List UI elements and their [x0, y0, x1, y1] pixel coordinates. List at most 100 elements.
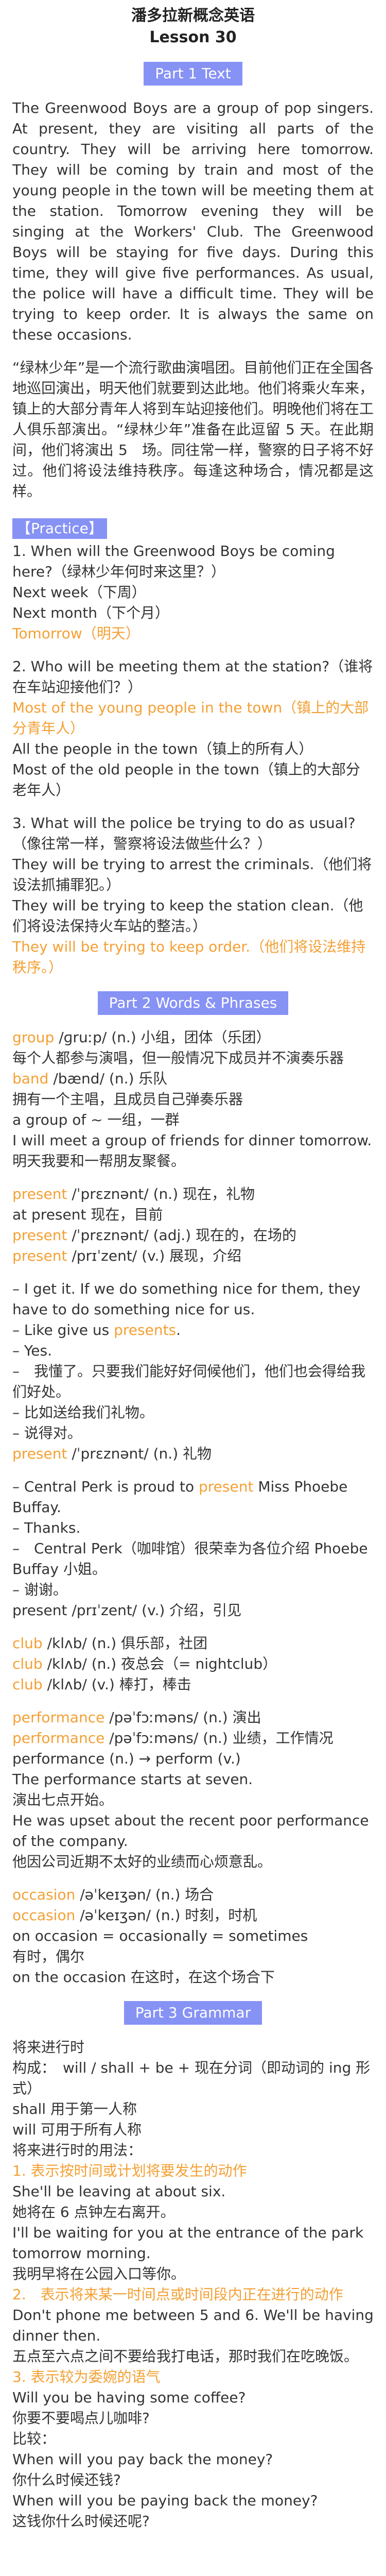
- highlighted-line: 2. 表示将来某一时间点或时间段内正在进行的动作: [12, 2286, 343, 2303]
- text-segment: /əˈkeɪʒən/ (n.) 场合: [75, 1886, 214, 1903]
- text-line: 2. Who will be meeting them at the stati…: [12, 658, 373, 696]
- text-line: present /prɪˈzent/ (v.) 介绍，引见: [12, 1602, 242, 1619]
- section-heading: Part 2 Words & Phrases: [12, 991, 374, 1015]
- text-line: They will be trying to keep the station …: [12, 897, 363, 935]
- practice-tag: 【Practice】: [12, 518, 107, 539]
- text-line: The performance starts at seven.: [12, 1771, 253, 1788]
- text-line: present /ˈprɛznənt/ (n.) 礼物: [12, 1444, 374, 1464]
- highlighted-line: Most of the young people in the town（镇上的…: [12, 699, 369, 737]
- text-line: a group of ~ 一组，一群: [12, 1111, 180, 1128]
- text-line: occasion /əˈkeɪʒən/ (n.) 场合: [12, 1885, 374, 1905]
- text-line: performance (n.) → perform (v.): [12, 1750, 241, 1767]
- text-line: 1. When will the Greenwood Boys be comin…: [12, 543, 335, 580]
- highlighted-term: performance: [12, 1709, 105, 1726]
- content-block: occasion /əˈkeɪʒən/ (n.) 场合 occasion /əˈk…: [12, 1885, 374, 1988]
- text-line: on occasion = occasionally = sometimes: [12, 1927, 308, 1944]
- text-line: – Like give us presents.: [12, 1320, 374, 1341]
- text-line: Next month（下个月）: [12, 604, 170, 621]
- text-segment: /bænd/ (n.) 乐队: [48, 1070, 168, 1087]
- text-line: occasion /əˈkeɪʒən/ (n.) 时刻，时机: [12, 1905, 374, 1926]
- text-line: 明天我要和一帮朋友聚餐。: [12, 1153, 186, 1170]
- text-segment: /klʌb/ (v.) 棒打，棒击: [42, 1676, 191, 1693]
- text-segment: /ˈprɛznənt/ (n.) 现在，礼物: [67, 1185, 255, 1202]
- highlighted-line: They will be trying to keep order.（他们将设法…: [12, 938, 366, 976]
- highlighted-line: Tomorrow（明天）: [12, 625, 140, 642]
- highlighted-term: occasion: [12, 1886, 76, 1903]
- text-line: – I get it. If we do something nice for …: [12, 1280, 361, 1318]
- spacer: [12, 1266, 374, 1279]
- section-heading-label: Part 3 Grammar: [124, 2001, 262, 2025]
- text-line: He was upset about the recent poor perfo…: [12, 1812, 369, 1850]
- text-line: will 可用于所有人称: [12, 2121, 142, 2138]
- text-line: club /klʌb/ (v.) 棒打，棒击: [12, 1674, 374, 1695]
- text-line: Most of the old people in the town（镇上的大部…: [12, 761, 360, 799]
- text-segment: /əˈkeɪʒən/ (n.) 时刻，时机: [75, 1907, 257, 1924]
- text-line: group /ɡruːp/ (n.) 小组，团体（乐团）: [12, 1027, 374, 1048]
- text-line: 她将在 6 点钟左右离开。: [12, 2204, 175, 2221]
- highlighted-term: band: [12, 1070, 49, 1087]
- text-line: present /ˈprɛznənt/ (n.) 现在，礼物: [12, 1184, 374, 1205]
- text-line: 拥有一个主唱，且成员自己弹奏乐器: [12, 1091, 243, 1108]
- text-line: club /klʌb/ (n.) 夜总会（= nightclub）: [12, 1654, 374, 1674]
- section-heading-label: Part 1 Text: [144, 62, 242, 86]
- highlighted-line: 1. 表示按时间或计划将要发生的动作: [12, 2162, 247, 2179]
- text-line: Next week（下周）: [12, 584, 146, 601]
- text-segment: /ɡruːp/ (n.) 小组，团体（乐团）: [54, 1029, 271, 1046]
- text-line: She'll be leaving at about six.: [12, 2183, 226, 2200]
- text-paragraph: The Greenwood Boys are a group of pop si…: [12, 99, 374, 343]
- text-line: 将来进行时的用法：: [12, 2142, 143, 2159]
- text-line: – 比如送给我们礼物。: [12, 1404, 154, 1421]
- highlighted-term: club: [12, 1635, 43, 1652]
- text-line: Don't phone me between 5 and 6. We'll be…: [12, 2307, 374, 2344]
- highlighted-term: presents: [114, 1321, 177, 1338]
- text-line: 你要不要喝点儿咖啡?: [12, 2410, 150, 2427]
- text-line: – Thanks.: [12, 1519, 81, 1536]
- text-line: present /prɪˈzent/ (v.) 展现，介绍: [12, 1246, 374, 1266]
- text-line: 将来进行时: [12, 2039, 85, 2056]
- highlighted-term: group: [12, 1029, 55, 1046]
- text-line: – 谢谢。: [12, 1581, 67, 1598]
- text-line: I'll be waiting for you at the entrance …: [12, 2224, 364, 2262]
- highlighted-term: present: [12, 1227, 67, 1244]
- content-block: 将来进行时构成： will / shall + be + 现在分词（即动词的 i…: [12, 2037, 374, 2532]
- text-line: 你什么时候还钱?: [12, 2471, 121, 2488]
- text-line: When will you pay back the money?: [12, 2451, 273, 2468]
- text-line: at present 现在，目前: [12, 1206, 163, 1223]
- text-line: When will you be paying back the money?: [12, 2492, 318, 2509]
- text-segment: – Central Perk is proud to: [12, 1478, 199, 1495]
- text-line: I will meet a group of friends for dinne…: [12, 1132, 372, 1149]
- text-line: 比较：: [12, 2430, 56, 2447]
- text-line: 有时，偶尔: [12, 1948, 85, 1965]
- lesson-number: Lesson 30: [149, 28, 237, 46]
- section-heading-label: Part 2 Words & Phrases: [97, 991, 289, 1015]
- text-line: They will be trying to arrest the crimin…: [12, 856, 372, 893]
- text-line: 演出七点开始。: [12, 1791, 114, 1808]
- text-segment: /ˈprɛznənt/ (n.) 礼物: [67, 1445, 212, 1462]
- text-segment: /ˈprɛznənt/ (adj.) 现在的，在场的: [67, 1227, 296, 1244]
- text-segment: /klʌb/ (n.) 夜总会（= nightclub）: [42, 1655, 277, 1672]
- text-line: All the people in the town（镇上的所有人）: [12, 740, 313, 757]
- text-segment: /pəˈfɔːməns/ (n.) 业绩，工作情况: [104, 1730, 334, 1747]
- highlighted-term: present: [199, 1478, 254, 1495]
- text-segment: – Like give us: [12, 1321, 114, 1338]
- text-segment: /klʌb/ (n.) 俱乐部，社团: [42, 1635, 208, 1652]
- text-line: shall 用于第一人称: [12, 2100, 137, 2117]
- content-block: 2. Who will be meeting them at the stati…: [12, 656, 374, 801]
- page-title: 潘多拉新概念英语: [131, 7, 255, 25]
- text-line: club /klʌb/ (n.) 俱乐部，社团: [12, 1633, 374, 1654]
- highlighted-term: performance: [12, 1730, 105, 1747]
- content-block: performance /pəˈfɔːməns/ (n.) 演出 performa…: [12, 1707, 374, 1872]
- highlighted-line: 3. 表示较为委婉的语气: [12, 2368, 161, 2385]
- text-line: band /bænd/ (n.) 乐队: [12, 1069, 374, 1089]
- content-block: group /ɡruːp/ (n.) 小组，团体（乐团） 每个人都参与演唱，但一般…: [12, 1027, 374, 1172]
- spacer: [12, 1464, 374, 1477]
- text-line: performance /pəˈfɔːməns/ (n.) 业绩，工作情况: [12, 1728, 374, 1749]
- text-line: – Central Perk is proud to present Miss …: [12, 1477, 374, 1518]
- highlighted-term: present: [12, 1247, 67, 1264]
- text-line: 3. What will the police be trying to do …: [12, 815, 356, 852]
- text-line: – 我懂了。只要我们能好好伺候他们，他们也会得给我们好处。: [12, 1363, 366, 1400]
- text-line: present /ˈprɛznənt/ (adj.) 现在的，在场的: [12, 1225, 374, 1246]
- content-block: present /ˈprɛznənt/ (n.) 现在，礼物 at present…: [12, 1184, 374, 1621]
- text-line: 构成： will / shall + be + 现在分词（即动词的 ing 形式…: [12, 2059, 371, 2097]
